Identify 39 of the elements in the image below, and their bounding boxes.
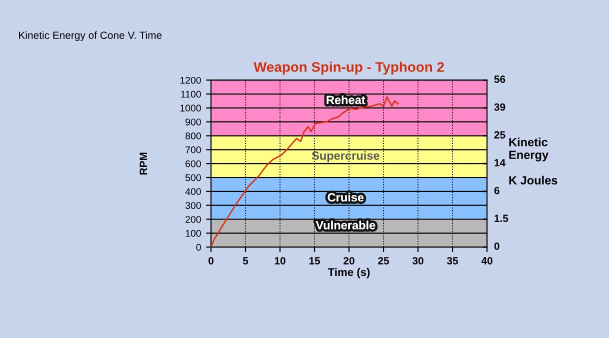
x-tick-label: 35 — [446, 257, 458, 264]
y-tick-label: 600 — [186, 160, 201, 168]
band-label: Supercruise — [312, 151, 380, 162]
band-label: Vulnerable — [316, 220, 376, 230]
y-axis-title: RPM — [140, 152, 147, 174]
x-tick-label: 0 — [208, 257, 214, 264]
y-tick-label: 800 — [186, 132, 201, 140]
y-tick-label: 100 — [186, 230, 201, 237]
text: 14 — [494, 159, 506, 166]
y-tick-label: 1200 — [180, 76, 201, 84]
x-tick-label: 5 — [242, 257, 248, 264]
y-tick-label: 200 — [186, 216, 201, 223]
y-tick-label: 1100 — [181, 90, 201, 98]
y-tick-label: 700 — [186, 146, 201, 154]
text: 25 — [494, 131, 506, 139]
text: 56 — [494, 76, 506, 83]
y-tick-label: 300 — [185, 202, 201, 209]
y-tick-label: 400 — [185, 188, 201, 196]
text: Kinetic Energy K Joules — [509, 138, 558, 185]
x-tick-label: 20 — [344, 257, 354, 264]
band-label: Cruise — [328, 192, 364, 202]
x-tick-label: 15 — [309, 257, 320, 264]
text: 0 — [494, 242, 500, 250]
text: 1.5 — [494, 214, 508, 222]
x-axis-title: Time (s) — [328, 268, 370, 278]
x-tick-label: 30 — [412, 257, 424, 264]
text: 39 — [494, 103, 506, 111]
y-tick-label: 500 — [185, 174, 201, 182]
y-tick-label: 0 — [196, 244, 201, 251]
y-tick-label: 1000 — [180, 104, 201, 112]
x-tick-label: 10 — [274, 257, 286, 264]
band-label: Reheat — [326, 95, 366, 104]
chart-title: Weapon Spin-up - Typhoon 2 — [254, 62, 444, 75]
x-tick-label: 40 — [481, 257, 492, 264]
text: Kinetic Energy of Cone V. Time — [19, 31, 162, 42]
y-tick-label: 900 — [186, 118, 201, 126]
x-tick-label: 25 — [378, 257, 390, 264]
line-series — [211, 96, 399, 248]
text: 6 — [494, 186, 500, 194]
